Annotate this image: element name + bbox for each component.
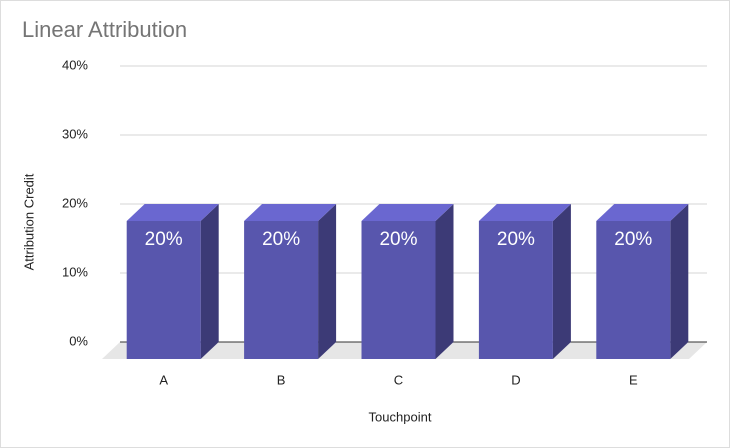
bar-side [200,204,219,359]
x-tick-label: C [394,372,403,387]
x-tick-label: D [511,372,520,387]
value-label: 20% [497,229,535,250]
value-label: 20% [145,229,183,250]
value-label: 20% [614,229,652,250]
bar-top [361,204,454,221]
y-tick-label: 40% [62,57,88,72]
bar [244,221,319,359]
y-tick-label: 30% [62,126,88,141]
bar [596,221,671,359]
value-label: 20% [262,229,300,250]
bar [478,221,553,359]
y-tick-label: 10% [62,264,88,279]
x-tick-label: B [277,372,286,387]
bar-top [126,204,219,221]
bar-top [596,204,689,221]
bar [361,221,436,359]
bar-side [552,204,571,359]
x-tick-label: E [629,372,638,387]
bar-top [244,204,337,221]
y-tick-label: 20% [62,195,88,210]
y-axis-label: Attribution Credit [21,173,36,270]
chart-title: Linear Attribution [22,17,187,42]
bar-side [670,204,689,359]
bar-top [478,204,571,221]
x-tick-label: A [159,372,168,387]
bar-side [435,204,454,359]
x-axis-label: Touchpoint [369,409,432,424]
value-label: 20% [379,229,417,250]
bar [126,221,201,359]
y-tick-label: 0% [69,333,88,348]
bar-side [318,204,337,359]
